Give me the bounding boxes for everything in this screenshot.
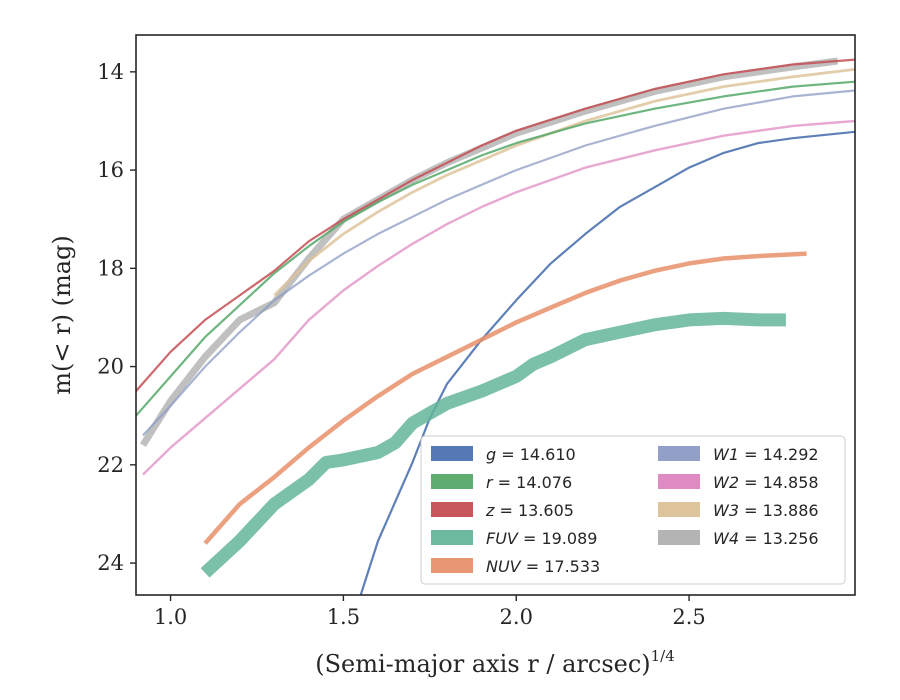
y-tick-label: 16 [97,158,124,182]
y-tick-label: 24 [97,551,124,575]
x-tick-label: 2.0 [500,605,533,629]
legend-swatch-r [431,474,473,489]
series-line-w2 [142,119,855,476]
legend-swatch-fuv [431,530,473,545]
y-axis-ticks: 14 16 18 20 22 24 [97,60,136,575]
series-line-fuv [200,311,786,578]
y-tick-label: 22 [97,453,124,477]
y-axis-label: m(< r) (mag) [48,235,76,394]
series-line-w3 [273,68,855,297]
series-line-nuv [203,251,807,545]
y-tick-label: 20 [97,355,124,379]
legend-swatch-g [431,446,473,461]
x-axis-ticks: 1.0 1.5 2.0 2.5 [154,595,706,629]
series-line-w1 [142,89,855,437]
legend-label-fuv: FUV = 19.089 [486,529,597,548]
y-tick-label: 14 [97,60,124,84]
legend-swatch-w2 [658,474,700,489]
legend-swatch-w4 [658,530,700,545]
legend-box [420,435,846,585]
plot-series-layer [136,57,855,595]
legend: g = 14.610 r = 14.076 z = 13.605 FUV = 19.0… [420,435,846,585]
legend-swatch-z [431,502,473,517]
series-line-z [136,58,855,392]
x-tick-label: 1.0 [154,605,187,629]
plot-frame [135,34,856,596]
legend-label-w2: W2 = 14.858 [713,473,819,492]
x-axis-label: (Semi-major axis r / arcsec)1/4 [315,647,675,678]
legend-swatch-w3 [658,502,700,517]
y-tick-label: 18 [97,256,124,280]
legend-swatch-w1 [658,446,700,461]
legend-label-w3: W3 = 13.886 [713,501,819,520]
legend-label-g: g = 14.610 [486,445,576,464]
x-tick-label: 1.5 [327,605,360,629]
legend-label-w1: W1 = 14.292 [713,445,819,464]
series-line-g [359,130,855,595]
legend-label-nuv: NUV = 17.533 [486,557,600,576]
legend-label-r: r = 14.076 [486,473,572,492]
x-tick-label: 2.5 [672,605,705,629]
series-line-r [136,80,855,417]
legend-label-z: z = 13.605 [485,501,574,520]
legend-swatch-nuv [431,558,473,573]
legend-label-w4: W4 = 13.256 [713,529,819,548]
